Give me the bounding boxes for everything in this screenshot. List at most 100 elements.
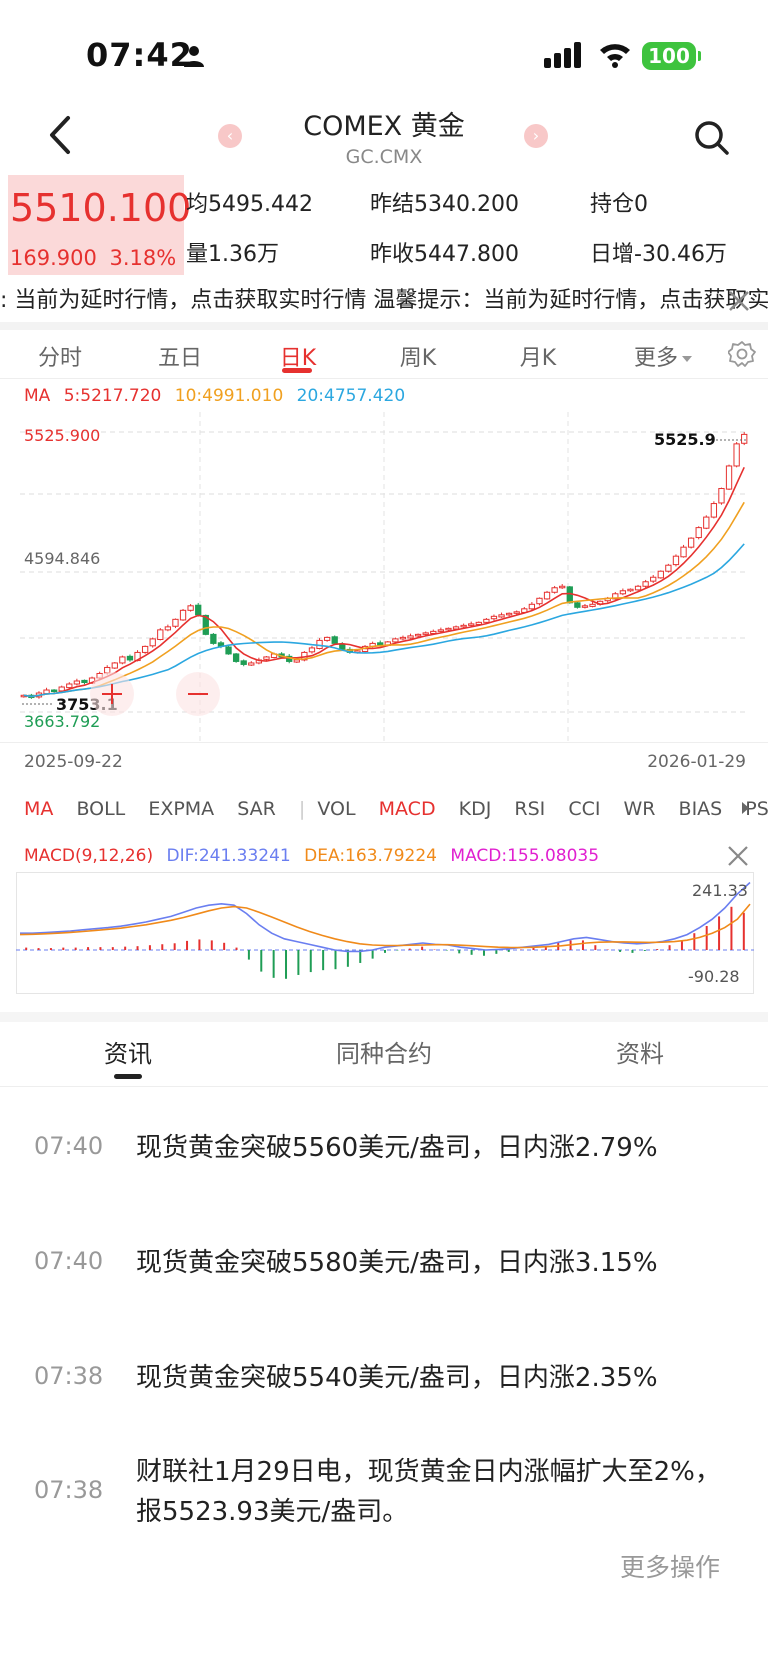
dif-line bbox=[20, 881, 751, 953]
search-icon[interactable] bbox=[692, 118, 732, 158]
news-time: 07:40 bbox=[34, 1132, 104, 1160]
status-bar: 07:42 100 bbox=[0, 0, 768, 110]
prev-contract-icon[interactable]: ‹ bbox=[218, 124, 242, 148]
tab-monthly-k[interactable]: 月K bbox=[519, 346, 557, 371]
candle bbox=[627, 588, 634, 592]
tab-intraday[interactable]: 分时 bbox=[37, 346, 82, 371]
candle bbox=[407, 635, 414, 639]
candle bbox=[308, 647, 316, 653]
ind-tab-bias[interactable]: BIAS bbox=[678, 798, 723, 820]
candle bbox=[445, 627, 452, 631]
macd-bottom-value: -90.28 bbox=[688, 967, 740, 986]
dea-value: DEA:163.79224 bbox=[304, 846, 437, 866]
ind-tab-cci[interactable]: CCI bbox=[568, 798, 601, 820]
candle bbox=[377, 642, 384, 646]
prev-settle-label: 昨结 bbox=[370, 192, 415, 217]
candle bbox=[619, 590, 627, 595]
candle bbox=[225, 646, 232, 655]
ma5-line bbox=[23, 466, 745, 698]
close-icon[interactable] bbox=[726, 844, 750, 868]
tab-five-day[interactable]: 五日 bbox=[157, 346, 202, 371]
candle bbox=[460, 624, 467, 628]
more-actions-button[interactable]: 更多操作 bbox=[620, 1553, 721, 1582]
ind-tab-psy[interactable]: PSY bbox=[745, 798, 768, 820]
avg-value: 5495.442 bbox=[208, 192, 313, 217]
divider bbox=[0, 378, 768, 379]
candle bbox=[543, 591, 551, 600]
back-icon[interactable] bbox=[44, 112, 80, 158]
tab-news[interactable]: 资讯 bbox=[104, 1040, 152, 1068]
ind-tab-rsi[interactable]: RSI bbox=[514, 798, 546, 820]
volume-label: 量 bbox=[186, 242, 209, 267]
gear-icon[interactable] bbox=[728, 340, 756, 368]
candle bbox=[498, 614, 505, 618]
ind-tab-wr[interactable]: WR bbox=[623, 798, 656, 820]
delay-notice-ticker[interactable]: : 当前为延时行情，点击获取实时行情 温馨提示：当前为延时行情，点击获取实时行情 bbox=[0, 288, 768, 313]
candle bbox=[66, 683, 73, 689]
candle bbox=[422, 632, 429, 635]
candle bbox=[490, 615, 498, 620]
candle bbox=[612, 593, 619, 600]
active-tab-indicator bbox=[114, 1074, 142, 1079]
candlestick-chart[interactable]: 5525.900 4594.846 3663.792 5525.9 3753.1 bbox=[0, 412, 768, 742]
macd-value: MACD:155.08035 bbox=[450, 846, 600, 866]
battery-indicator: 100 bbox=[642, 42, 701, 70]
ind-tab-ma[interactable]: MA bbox=[24, 798, 54, 820]
macd-histogram bbox=[16, 906, 754, 979]
tab-weekly-k[interactable]: 周K bbox=[399, 346, 437, 371]
candle bbox=[392, 638, 399, 643]
ma5-value: 5:5217.720 bbox=[63, 386, 162, 406]
open-interest-stat: 持仓0 bbox=[590, 186, 648, 218]
candle bbox=[468, 623, 475, 626]
candle bbox=[718, 488, 725, 504]
candle bbox=[741, 433, 748, 444]
status-time: 07:42 bbox=[86, 36, 193, 74]
candle bbox=[323, 636, 331, 641]
candle bbox=[263, 656, 270, 660]
candle bbox=[126, 655, 134, 661]
news-time: 07:38 bbox=[34, 1362, 104, 1390]
candle bbox=[452, 626, 460, 630]
candle bbox=[710, 503, 718, 518]
macd-chart[interactable]: 241.33 -90.28 bbox=[16, 872, 754, 994]
tab-same-contract[interactable]: 同种合约 bbox=[336, 1040, 432, 1068]
candle bbox=[589, 603, 596, 607]
ind-tab-macd[interactable]: MACD bbox=[378, 798, 436, 820]
ind-tab-vol[interactable]: VOL bbox=[317, 798, 356, 820]
ma-lines bbox=[23, 466, 745, 698]
candle bbox=[566, 586, 573, 604]
candle bbox=[528, 603, 536, 610]
ind-tab-sar[interactable]: SAR bbox=[237, 798, 276, 820]
close-icon[interactable] bbox=[726, 288, 752, 314]
candle bbox=[437, 629, 445, 632]
signal-icon bbox=[544, 42, 581, 68]
dea-line bbox=[19, 903, 751, 949]
next-contract-icon[interactable]: › bbox=[524, 124, 548, 148]
candle bbox=[172, 618, 179, 627]
candle bbox=[73, 680, 81, 685]
macd-params: MACD(9,12,26) bbox=[24, 846, 154, 866]
candle bbox=[581, 605, 589, 608]
prev-close-stat: 昨收5447.800 bbox=[370, 236, 519, 268]
prev-close-label: 昨收 bbox=[370, 242, 415, 267]
person-icon bbox=[184, 46, 204, 67]
ma20-value: 20:4757.420 bbox=[296, 386, 406, 406]
chevron-right-icon[interactable] bbox=[742, 802, 749, 814]
divider bbox=[0, 1086, 768, 1087]
y-high-label: 5525.900 bbox=[24, 426, 100, 445]
ma-label: MA bbox=[24, 386, 51, 406]
news-text: 现货黄金突破5580美元/盎司，日内涨3.15% bbox=[136, 1248, 658, 1278]
volume-stat: 量1.36万 bbox=[186, 236, 279, 268]
ind-tab-expma[interactable]: EXPMA bbox=[148, 798, 215, 820]
tab-profile[interactable]: 资料 bbox=[616, 1040, 664, 1068]
news-text: 现货黄金突破5540美元/盎司，日内涨2.35% bbox=[136, 1363, 658, 1393]
ind-tab-boll[interactable]: BOLL bbox=[76, 798, 126, 820]
tab-daily-k[interactable]: 日K bbox=[279, 346, 317, 371]
ma10-line bbox=[23, 501, 745, 698]
tab-more[interactable]: 更多 bbox=[618, 340, 708, 372]
prev-close-value: 5447.800 bbox=[414, 242, 519, 267]
last-price: 5510.100 bbox=[10, 186, 192, 230]
candle bbox=[399, 636, 407, 640]
macd-legend: MACD(9,12,26) DIF:241.33241 DEA:163.7922… bbox=[24, 846, 599, 866]
ind-tab-kdj[interactable]: KDJ bbox=[458, 798, 492, 820]
